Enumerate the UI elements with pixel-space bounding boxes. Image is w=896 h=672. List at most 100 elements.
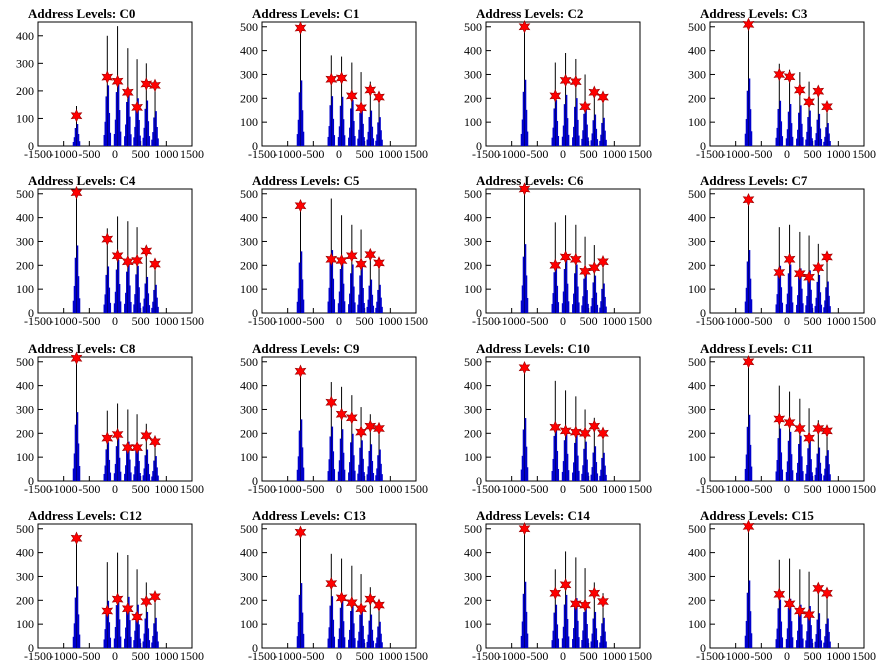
y-tick-label: 300 (16, 569, 34, 583)
x-tick-label: 1000 (602, 482, 626, 496)
peak-marker-star (549, 420, 562, 435)
x-tick-label: -1500 (24, 147, 52, 161)
y-tick-label: 400 (688, 379, 706, 393)
peak-marker-star (742, 192, 755, 207)
y-tick-label: 500 (240, 20, 258, 34)
y-tick-label: 200 (688, 426, 706, 440)
y-tick-label: 0 (476, 139, 482, 153)
peak-marker-star (812, 421, 825, 436)
x-tick-label: -1500 (24, 314, 52, 328)
panel-title: Address Levels: C3 (700, 6, 808, 21)
x-tick-label: 500 (132, 482, 150, 496)
y-tick-label: 300 (464, 67, 482, 81)
x-tick-label: -1000 (722, 147, 750, 161)
y-tick-label: 0 (476, 641, 482, 655)
x-tick-label: 1000 (826, 649, 850, 663)
x-tick-label: 1000 (826, 314, 850, 328)
peak-marker-star (355, 601, 367, 616)
peak-marker-star (149, 257, 161, 271)
peak-marker-star (131, 253, 143, 268)
y-tick-label: 400 (16, 379, 34, 393)
y-tick-label: 0 (252, 306, 258, 320)
x-tick-label: 1500 (404, 482, 428, 496)
y-tick-label: 500 (688, 187, 706, 201)
x-tick-label: -500 (526, 649, 548, 663)
x-tick-label: -1000 (50, 482, 78, 496)
panel-c13: Address Levels: C13 0 100 200 300 400 500 -1500… (240, 508, 428, 663)
y-tick-label: 300 (688, 402, 706, 416)
x-tick-label: 0 (336, 482, 342, 496)
y-tick-label: 100 (464, 617, 482, 631)
panel-title: Address Levels: C11 (700, 341, 813, 356)
panel-title: Address Levels: C6 (476, 173, 584, 188)
x-tick-label: 500 (132, 147, 150, 161)
peak-marker-star (803, 431, 815, 445)
y-tick-label: 400 (240, 546, 258, 560)
peak-marker-star (101, 604, 114, 618)
peak-marker-star (111, 592, 124, 606)
y-tick-label: 0 (252, 641, 258, 655)
x-tick-label: 500 (580, 147, 598, 161)
peak-marker-star (131, 610, 143, 624)
y-tick-label: 100 (688, 450, 706, 464)
plot-frame (709, 21, 865, 147)
y-tick-label: 100 (688, 617, 706, 631)
plot-frame (37, 356, 193, 482)
x-tick-label: 1500 (628, 147, 652, 161)
peak-marker-star (364, 419, 377, 433)
y-tick-label: 300 (16, 234, 34, 248)
x-tick-label: -1000 (498, 314, 526, 328)
y-tick-label: 400 (688, 211, 706, 225)
peak-marker-star (364, 83, 377, 97)
panel-c7: Address Levels: C70100200300400500-1500-… (688, 173, 876, 328)
peak-marker-star (373, 598, 385, 612)
x-tick-label: -1000 (722, 314, 750, 328)
peak-marker-star (773, 67, 786, 82)
peak-marker-star (773, 265, 786, 280)
x-tick-label: 500 (804, 314, 822, 328)
y-tick-label: 200 (16, 258, 34, 272)
x-tick-label: -1000 (722, 482, 750, 496)
panel-title: Address Levels: C1 (252, 6, 359, 21)
panel-c12: Address Levels: C12 0 100 200 300 400 500 -1500… (16, 508, 204, 663)
y-tick-label: 100 (240, 617, 258, 631)
x-tick-label: -1500 (696, 314, 724, 328)
x-tick-label: -1500 (696, 147, 724, 161)
x-tick-label: 0 (560, 649, 566, 663)
x-tick-label: 1000 (378, 314, 402, 328)
peak-marker-star (597, 594, 609, 609)
x-tick-label: 500 (804, 482, 822, 496)
x-tick-label: 1500 (180, 314, 204, 328)
y-tick-label: 200 (464, 258, 482, 272)
peak-marker-star (597, 254, 609, 269)
peak-marker-star (140, 594, 153, 609)
x-tick-label: -1000 (50, 314, 78, 328)
x-tick-label: -1000 (50, 147, 78, 161)
x-tick-label: 0 (784, 482, 790, 496)
y-tick-label: 500 (240, 355, 258, 369)
y-tick-label: 300 (464, 234, 482, 248)
panel-title: Address Levels: C5 (252, 173, 360, 188)
x-tick-label: -1500 (248, 314, 276, 328)
y-tick-label: 500 (16, 522, 34, 536)
peak-marker-star (335, 591, 348, 605)
peak-marker-star (569, 252, 582, 267)
x-tick-label: -1000 (274, 482, 302, 496)
y-tick-label: 100 (16, 450, 34, 464)
peak-marker-star (821, 99, 833, 114)
x-tick-label: -1000 (274, 147, 302, 161)
x-tick-label: 1000 (378, 147, 402, 161)
peak-marker-star (121, 85, 134, 100)
peak-marker-star (821, 586, 833, 600)
x-tick-label: -500 (78, 314, 100, 328)
y-tick-label: 0 (28, 641, 34, 655)
y-tick-label: 300 (16, 56, 34, 70)
peak-marker-star (294, 364, 307, 379)
panel-c0: Address Levels: C0 0 100 200 300 400 -1500-100… (16, 6, 204, 161)
x-tick-label: -500 (750, 147, 772, 161)
x-tick-label: -1000 (274, 649, 302, 663)
peak-marker-star (783, 70, 796, 84)
panel-c11: Address Levels: C11 0 100 200 300 400 500 -1500… (688, 341, 876, 496)
x-tick-label: 1000 (602, 314, 626, 328)
peak-marker-star (569, 74, 582, 89)
